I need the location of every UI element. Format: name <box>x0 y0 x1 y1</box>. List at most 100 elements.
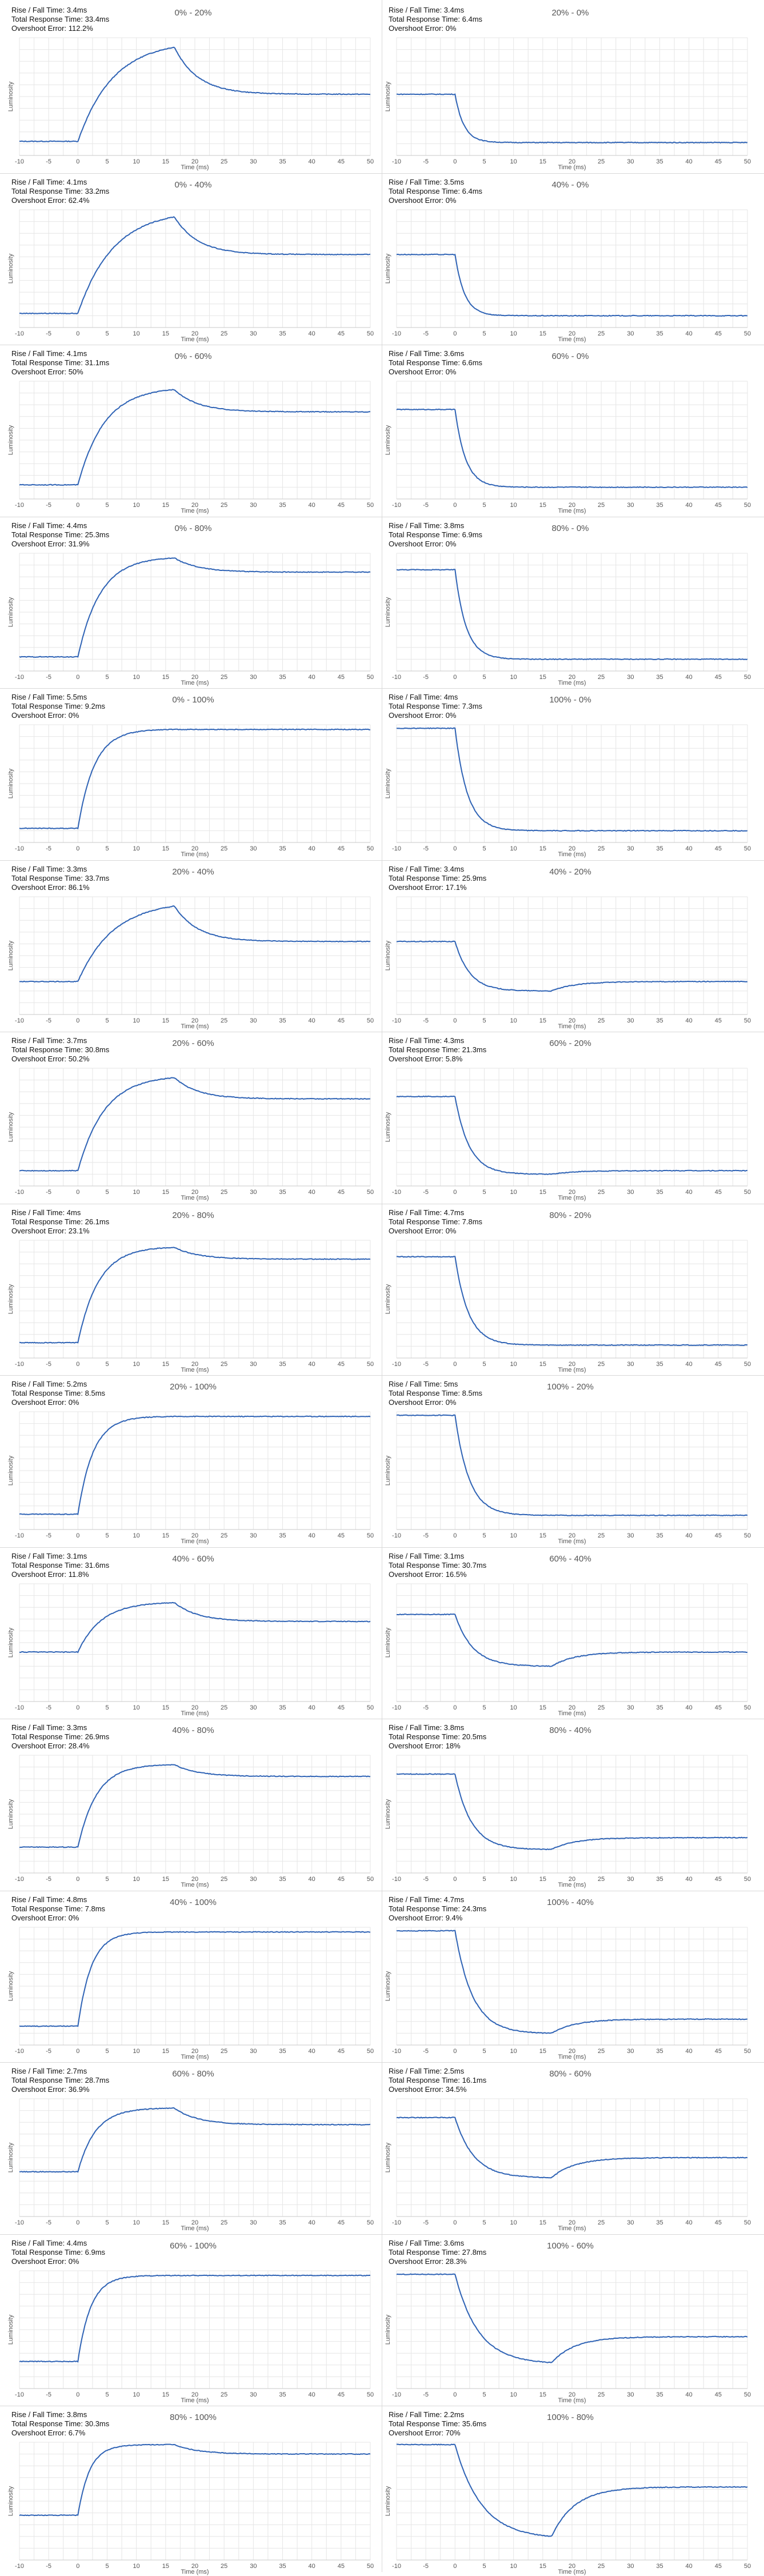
x-tick-label: -5 <box>423 330 429 337</box>
x-tick-label: -5 <box>46 2048 51 2055</box>
chart-title: 80% - 20% <box>549 1211 591 1220</box>
chart-title: 40% - 0% <box>551 180 589 190</box>
x-tick-label: -5 <box>423 674 429 681</box>
x-tick-label: 50 <box>367 1189 374 1196</box>
overshoot-error: Overshoot Error: 0% <box>389 711 457 720</box>
x-tick-label: 35 <box>656 2563 663 2570</box>
luminosity-series-line <box>396 569 748 661</box>
x-tick-label: 30 <box>250 330 257 337</box>
x-tick-label: -10 <box>392 330 401 337</box>
x-tick-label: -10 <box>392 1017 401 1024</box>
x-tick-label: -5 <box>423 2563 429 2570</box>
gridlines <box>396 896 748 1015</box>
x-tick-label: 30 <box>250 158 257 165</box>
x-tick-label: 40 <box>309 1704 315 1711</box>
x-tick-label: 35 <box>656 158 663 165</box>
overshoot-error: Overshoot Error: 6.7% <box>11 2429 86 2437</box>
x-tick-label: 0 <box>453 330 457 337</box>
x-tick-label: 10 <box>510 674 517 681</box>
x-tick-label: 10 <box>133 330 140 337</box>
x-tick-label: 10 <box>510 1361 517 1368</box>
x-tick-label: 40 <box>309 845 315 852</box>
x-tick-label: 25 <box>221 1876 227 1883</box>
x-tick-label: 30 <box>627 2048 634 2055</box>
x-tick-label: 20 <box>191 158 198 165</box>
x-tick-label: 15 <box>539 1017 546 1024</box>
x-tick-label: 5 <box>482 2219 486 2226</box>
x-tick-label: 5 <box>105 1876 109 1883</box>
rise-fall-time: Rise / Fall Time: 4.1ms <box>11 349 87 358</box>
x-tick-label: 10 <box>133 502 140 509</box>
x-tick-label: 40 <box>686 502 693 509</box>
response-chart-panel: Rise / Fall Time: 3.7ms Total Response Ti… <box>5 1033 382 1202</box>
x-tick-label: -10 <box>392 2563 401 2570</box>
x-tick-label: 10 <box>133 1189 140 1196</box>
line-chart: -10 -5 0 5 10 15 20 25 30 35 40 45 50 Time (ms) Lumino… <box>385 553 751 686</box>
x-tick-label: 15 <box>539 2563 546 2570</box>
overshoot-error: Overshoot Error: 18% <box>389 1742 461 1750</box>
x-tick-label: 25 <box>221 330 227 337</box>
x-tick-label: 20 <box>191 2048 198 2055</box>
y-axis-label: Luminosity <box>385 597 391 627</box>
x-tick-label: 20 <box>191 674 198 681</box>
overshoot-error: Overshoot Error: 23.1% <box>11 1227 90 1235</box>
y-axis-label: Luminosity <box>385 1971 391 2001</box>
total-response-time: Total Response Time: 33.2ms <box>11 187 110 195</box>
overshoot-error: Overshoot Error: 0% <box>389 196 457 205</box>
x-tick-label: 35 <box>279 2048 286 2055</box>
response-chart-panel: Rise / Fall Time: 2.2ms Total Response Ti… <box>382 2407 759 2576</box>
x-tick-label: 40 <box>309 2048 315 2055</box>
x-tick-label: 20 <box>569 2219 575 2226</box>
total-response-time: Total Response Time: 27.8ms <box>389 2248 487 2257</box>
luminosity-series-line <box>19 1601 371 1654</box>
rise-fall-time: Rise / Fall Time: 3.7ms <box>11 1036 87 1045</box>
response-chart-panel: Rise / Fall Time: 3.5ms Total Response Ti… <box>382 174 759 344</box>
rise-fall-time: Rise / Fall Time: 4.7ms <box>389 1208 465 1217</box>
overshoot-error: Overshoot Error: 5.8% <box>389 1055 463 1063</box>
overshoot-error: Overshoot Error: 0% <box>389 1398 457 1407</box>
x-tick-label: 0 <box>453 1876 457 1883</box>
x-tick-label: 25 <box>598 330 605 337</box>
total-response-time: Total Response Time: 6.9ms <box>389 530 483 539</box>
y-axis-label: Luminosity <box>385 1112 391 1142</box>
chart-title: 40% - 100% <box>170 1898 217 1907</box>
x-tick-label: 50 <box>367 158 374 165</box>
rise-fall-time: Rise / Fall Time: 4.4ms <box>11 521 87 530</box>
response-stats: Rise / Fall Time: 3.6ms Total Response Ti… <box>389 349 482 377</box>
chart-title: 20% - 100% <box>170 1382 217 1392</box>
luminosity-series-line <box>396 2443 748 2537</box>
x-tick-label: 0 <box>76 502 79 509</box>
x-tick-label: 5 <box>482 1532 486 1539</box>
x-tick-label: 35 <box>656 1361 663 1368</box>
x-tick-label: 50 <box>744 1361 751 1368</box>
rise-fall-time: Rise / Fall Time: 5.2ms <box>11 1380 87 1388</box>
x-tick-label: 20 <box>191 502 198 509</box>
chart-title: 0% - 100% <box>172 695 214 705</box>
x-tick-label: -10 <box>15 1704 24 1711</box>
x-tick-label: 25 <box>221 502 227 509</box>
total-response-time: Total Response Time: 6.6ms <box>389 358 483 367</box>
overshoot-error: Overshoot Error: 17.1% <box>389 883 467 892</box>
x-tick-label: 15 <box>539 1189 546 1196</box>
x-tick-label: 50 <box>367 1704 374 1711</box>
rise-fall-time: Rise / Fall Time: 4ms <box>389 693 458 701</box>
x-tick-label: 50 <box>367 674 374 681</box>
x-tick-label: 0 <box>453 2563 457 2570</box>
x-tick-label: 35 <box>656 2391 663 2398</box>
gridlines <box>396 1240 748 1359</box>
line-chart: -10 -5 0 5 10 15 20 25 30 35 40 45 50 Time (ms) Lumino… <box>385 2442 751 2575</box>
response-stats: Rise / Fall Time: 3.4ms Total Response Ti… <box>389 865 486 892</box>
overshoot-error: Overshoot Error: 16.5% <box>389 1570 467 1579</box>
x-tick-label: 0 <box>76 1532 79 1539</box>
response-chart-panel: Rise / Fall Time: 3.3ms Total Response Ti… <box>5 1720 382 1889</box>
x-axis-label: Time (ms) <box>181 508 209 514</box>
chart-title: 0% - 60% <box>174 352 212 361</box>
x-tick-label: 30 <box>250 1876 257 1883</box>
response-stats: Rise / Fall Time: 2.2ms Total Response Ti… <box>389 2410 486 2438</box>
x-tick-label: 35 <box>279 1704 286 1711</box>
x-tick-label: 5 <box>482 1704 486 1711</box>
line-chart: -10 -5 0 5 10 15 20 25 30 35 40 45 50 Time (ms) Lumino… <box>7 724 374 858</box>
x-tick-label: 35 <box>656 502 663 509</box>
x-tick-label: 25 <box>598 1704 605 1711</box>
line-chart: -10 -5 0 5 10 15 20 25 30 35 40 45 50 Time (ms) Lumino… <box>7 1755 374 1888</box>
